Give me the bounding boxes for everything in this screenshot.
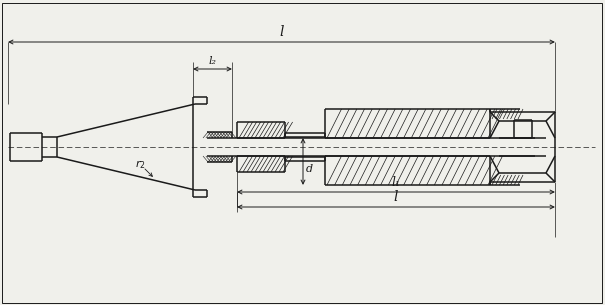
Text: $r_2$: $r_2$ [135, 159, 145, 171]
Text: l: l [394, 190, 398, 204]
Text: l: l [280, 25, 284, 39]
Text: l₁: l₁ [391, 176, 401, 189]
Text: l₂: l₂ [209, 56, 217, 66]
Text: d: d [306, 164, 313, 174]
